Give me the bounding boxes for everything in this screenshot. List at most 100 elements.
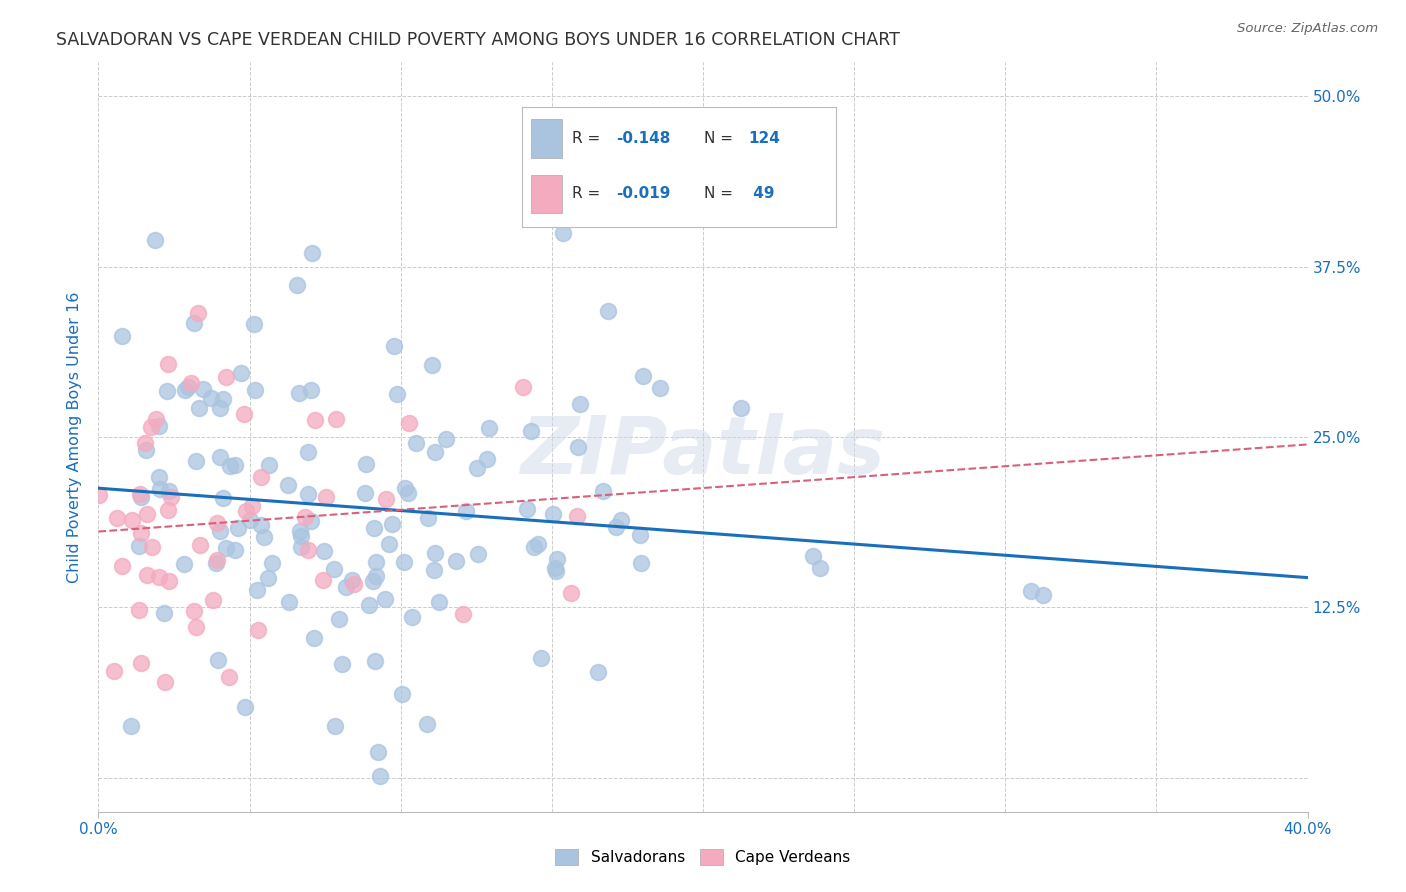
Point [568,397,591,411]
Point [218,458,240,473]
Point [145,411,167,425]
Point [367,745,389,759]
Point [416,511,439,525]
Point [343,577,366,591]
Point [357,598,380,612]
Point [425,444,447,458]
Point [149,482,172,496]
Point [444,554,467,568]
Point [209,450,232,465]
Point [610,513,633,527]
Point [277,595,299,609]
Point [139,420,162,434]
Point [297,542,319,557]
Point [541,507,564,521]
Point [364,568,387,582]
Point [218,670,240,684]
Point [808,561,831,575]
Point [136,567,159,582]
Point [456,504,478,518]
Y-axis label: Child Poverty Among Boys Under 16: Child Poverty Among Boys Under 16 [67,292,83,582]
Point [89,487,111,501]
Point [312,544,335,558]
Point [422,563,444,577]
Point [477,421,499,435]
Point [157,502,180,516]
Point [586,665,609,679]
Point [465,460,488,475]
Point [565,509,588,524]
Point [205,556,228,570]
Point [553,227,575,241]
Point [398,416,420,430]
Point [107,510,129,524]
Point [243,383,266,397]
Point [187,306,209,320]
Point [520,425,543,439]
Point [207,653,229,667]
Point [288,385,311,400]
Point [148,470,170,484]
Point [512,380,534,394]
Point [156,384,179,398]
Point [215,370,238,384]
Point [530,651,553,665]
Point [630,556,652,570]
Point [378,537,401,551]
Point [297,445,319,459]
Point [290,529,312,543]
Text: ZIPatlas: ZIPatlas [520,413,886,491]
Point [297,487,319,501]
Point [605,520,627,534]
Point [335,580,357,594]
Point [453,607,475,622]
Point [416,717,439,731]
Point [187,401,209,415]
Point [294,510,316,524]
Point [209,524,232,539]
Point [202,593,225,607]
Point [253,530,276,544]
Point [176,380,198,394]
Point [247,623,270,637]
Point [229,367,252,381]
Point [522,540,544,554]
Point [226,521,249,535]
Point [546,552,568,566]
Point [143,233,166,247]
Point [648,381,671,395]
Point [183,604,205,618]
Point [242,318,264,332]
Point [394,481,416,495]
Point [215,541,238,556]
Point [374,592,396,607]
Point [129,487,152,501]
Point [1032,588,1054,602]
Point [129,656,152,670]
Point [427,595,450,609]
Point [598,304,620,318]
Point [330,657,353,671]
Point [235,503,257,517]
Point [212,491,235,505]
Point [368,769,391,783]
Point [567,440,589,454]
Point [363,521,385,535]
Point [212,392,235,407]
Point [121,513,143,527]
Point [208,401,231,416]
Point [301,246,323,260]
Point [423,546,446,560]
Point [392,555,415,569]
Text: Source: ZipAtlas.com: Source: ZipAtlas.com [1237,22,1378,36]
Point [354,457,377,471]
Point [277,478,299,492]
Point [262,556,284,570]
Point [401,609,423,624]
Point [157,357,180,371]
Point [630,528,652,542]
Point [592,484,614,499]
Point [249,469,271,483]
Point [257,570,280,584]
Point [157,574,180,589]
